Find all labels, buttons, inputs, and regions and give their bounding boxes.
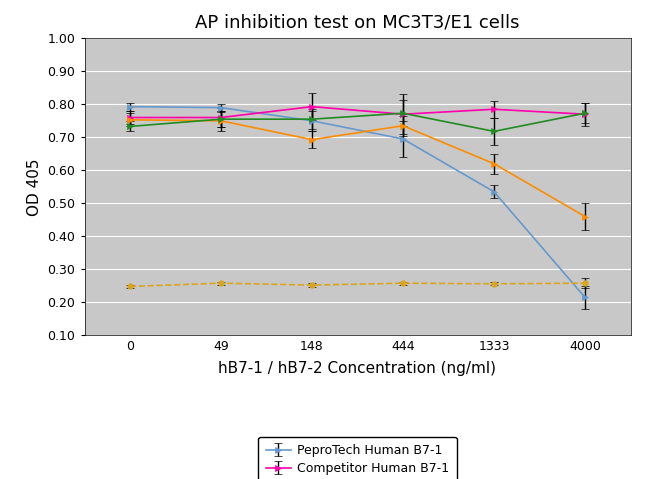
Title: AP inhibition test on MC3T3/E1 cells: AP inhibition test on MC3T3/E1 cells bbox=[195, 13, 520, 31]
Y-axis label: OD 405: OD 405 bbox=[27, 158, 42, 216]
X-axis label: hB7-1 / hB7-2 Concentration (ng/ml): hB7-1 / hB7-2 Concentration (ng/ml) bbox=[218, 362, 497, 376]
Legend: PeproTech Human B7-1, Competitor Human B7-1, PeproTech Human B7-2, Competitor Hu: PeproTech Human B7-1, Competitor Human B… bbox=[258, 436, 457, 479]
